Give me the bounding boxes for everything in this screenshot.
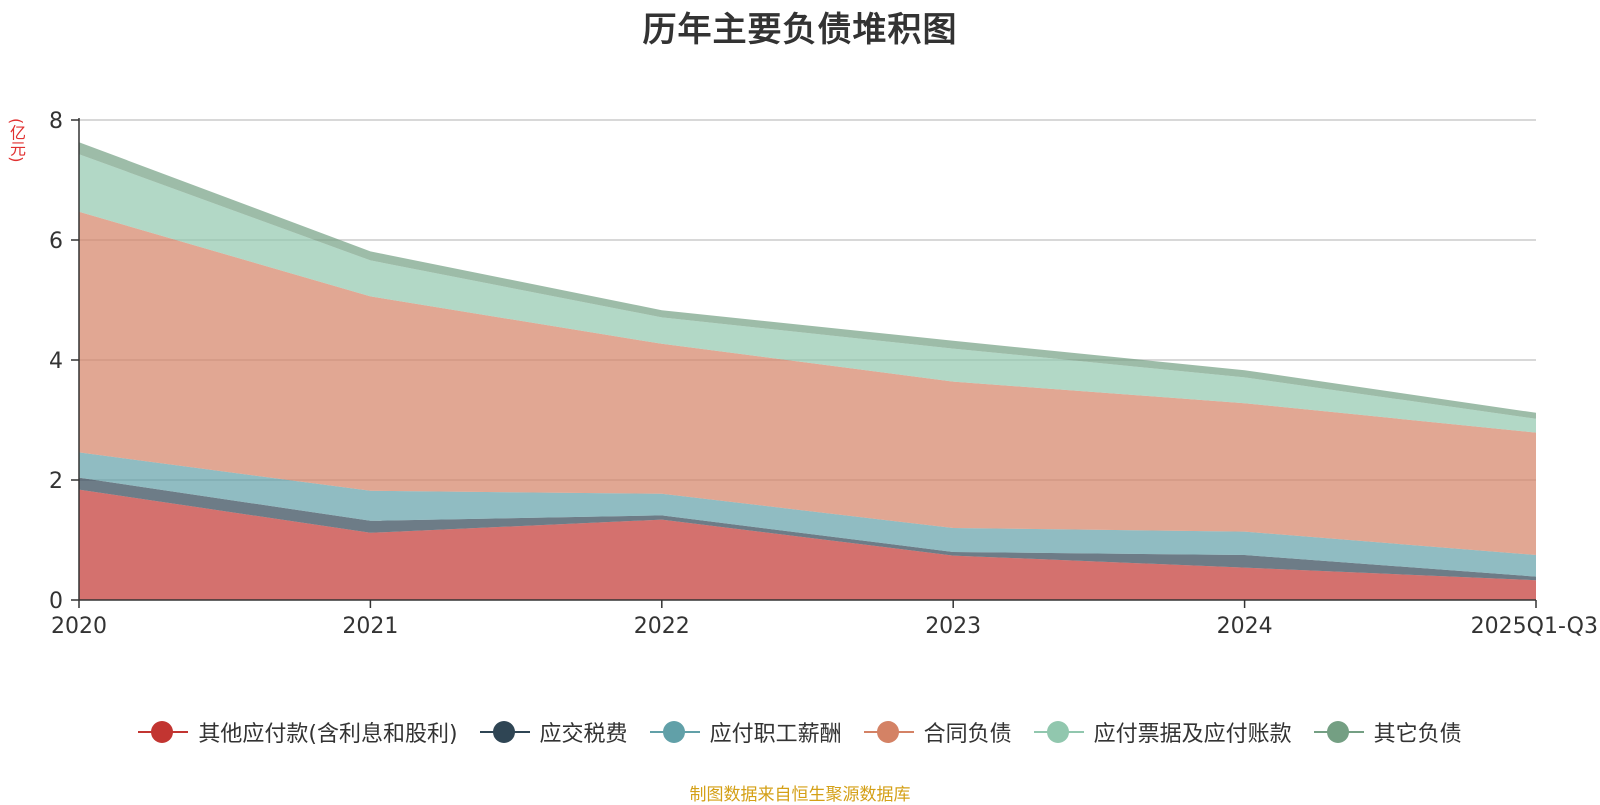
legend-marker-icon [1033, 720, 1084, 744]
legend-item-4[interactable]: 应付票据及应付账款 [1033, 716, 1292, 748]
area-series-3 [79, 211, 1536, 556]
x-tick-label-3: 2023 [925, 614, 981, 639]
legend-marker-icon [649, 720, 700, 744]
x-tick-label-5: 2025Q1-Q3 [1471, 614, 1598, 639]
legend-label: 应付票据及应付账款 [1093, 722, 1292, 747]
legend-item-1[interactable]: 应交税费 [479, 716, 628, 748]
legend-item-2[interactable]: 应付职工薪酬 [649, 716, 842, 748]
y-tick-label-2: 2 [49, 469, 63, 494]
legend-item-0[interactable]: 其他应付款(含利息和股利) [138, 716, 458, 748]
legend-marker-icon [1313, 720, 1364, 744]
legend-label: 其它负债 [1373, 722, 1462, 747]
area-series-1 [79, 477, 1536, 581]
legend-label: 应付职工薪酬 [709, 722, 842, 747]
legend-marker-icon [479, 720, 530, 744]
legend-item-3[interactable]: 合同负债 [863, 716, 1012, 748]
legend-label: 其他应付款(含利息和股利) [198, 722, 458, 747]
stacked-area-chart: 0 2 4 6 8 2020 2021 2022 2023 2024 2025Q1-Q3 [49, 109, 1598, 639]
legend-marker-icon [138, 720, 189, 744]
y-tick-label-0: 0 [49, 589, 63, 614]
area-series-4 [79, 154, 1536, 433]
legend-label: 应交税费 [539, 722, 628, 747]
x-tick-label-2: 2022 [634, 614, 690, 639]
x-tick-label-1: 2021 [342, 614, 398, 639]
legend-item-5[interactable]: 其它负债 [1313, 716, 1462, 748]
data-source-note: 制图数据来自恒生聚源数据库 [689, 785, 911, 805]
area-series-2 [79, 452, 1536, 577]
y-tick-label-8: 8 [49, 109, 63, 134]
legend-marker-icon [863, 720, 914, 744]
x-tick-label-0: 2020 [51, 614, 107, 639]
x-tick-label-4: 2024 [1217, 614, 1273, 639]
y-tick-label-4: 4 [49, 349, 63, 374]
chart-legend: 其他应付款(含利息和股利) 应交税费 应付职工薪酬 合同负债 应付票据及应付账款 其它负债 [0, 716, 1600, 748]
legend-label: 合同负债 [923, 722, 1012, 747]
area-series-0 [79, 489, 1536, 600]
chart-title: 历年主要负债堆积图 [642, 10, 958, 50]
y-tick-label-6: 6 [49, 229, 63, 254]
y-axis-unit-label: (亿元) [7, 118, 26, 163]
